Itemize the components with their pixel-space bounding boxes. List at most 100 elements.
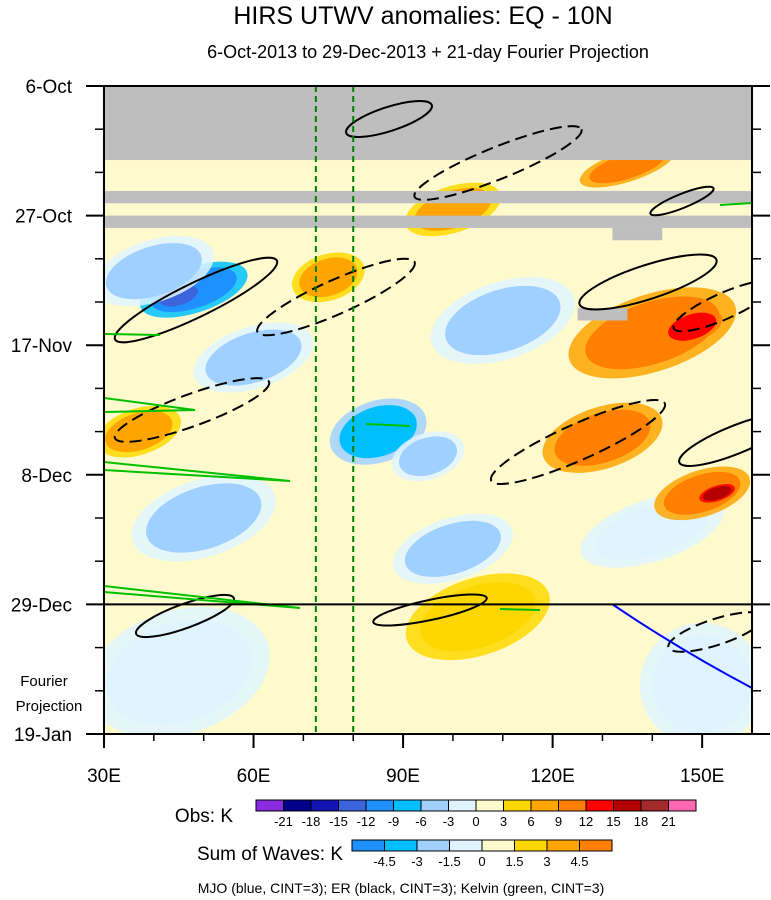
colorbar-tick-label: 6 [527, 814, 534, 829]
colorbar-swatch [338, 799, 367, 812]
anomaly-blob [398, 436, 458, 477]
projection-label: Projection [16, 698, 83, 715]
x-tick-label: 120E [530, 766, 574, 787]
anomaly-blob [339, 405, 417, 459]
colorbar-swatch [503, 799, 532, 812]
kelvin-contour [104, 333, 161, 336]
colorbar-swatch [255, 799, 284, 812]
colorbar-tick-label: 1.5 [505, 854, 523, 869]
colorbar-tick-label: 15 [606, 814, 620, 829]
waves-colorbar: Sum of Waves: K -4.5 -3 -1.5 0 1.5 3 4.5 [197, 839, 613, 869]
kelvin-contour [719, 202, 752, 206]
er-contour [578, 253, 718, 311]
colorbar-swatch [613, 799, 642, 812]
er-contour-negative [672, 279, 752, 333]
fourier-label: Fourier [20, 673, 68, 690]
anomaly-blob [146, 483, 262, 553]
colorbar-tick-label: -18 [302, 814, 321, 829]
x-tick-label: 150E [680, 766, 724, 787]
anomaly-blob [105, 243, 202, 300]
colorbar-tick-label: 3 [543, 854, 550, 869]
er-contour-negative [256, 257, 416, 337]
kelvin-contour [365, 423, 411, 427]
missing-data-region [104, 215, 752, 228]
anomaly-blob [106, 619, 252, 725]
colorbar-swatch [585, 799, 614, 812]
kelvin-contour [499, 608, 541, 611]
colorbar-swatch [530, 799, 559, 812]
anomaly-blob [445, 285, 561, 356]
obs-colorbar: Obs: K -21 -18 -15 -12 -9 -6 -3 0 3 6 9 12 15 18 21 [175, 799, 697, 829]
x-tick-label: 30E [87, 766, 121, 787]
anomaly-blob [299, 257, 358, 298]
colorbar-swatch [449, 839, 483, 852]
er-contour-negative [113, 377, 271, 443]
y-tick-label: 8-Dec [21, 466, 72, 487]
plot-frame [103, 85, 753, 735]
colorbar-tick-label: -12 [357, 814, 376, 829]
colorbar-swatch [351, 839, 385, 852]
missing-data-region [577, 308, 628, 321]
anomaly-blob [702, 485, 732, 501]
obs-colorbar-label: Obs: K [175, 806, 233, 827]
colorbar-swatch [420, 799, 449, 812]
colorbar-tick-label: -15 [329, 814, 348, 829]
er-contour-negative [489, 399, 667, 485]
waves-colorbar-label: Sum of Waves: K [197, 844, 343, 865]
kelvin-contour [104, 397, 196, 413]
colorbar-tick-label: -9 [388, 814, 400, 829]
y-tick-label: 19-Jan [14, 725, 72, 746]
colorbar-tick-label: 0 [472, 814, 479, 829]
er-contour [372, 593, 488, 627]
chart-subtitle: 6-Oct-2013 to 29-Dec-2013 + 21-day Fouri… [207, 42, 649, 62]
colorbar-swatch [475, 799, 504, 812]
colorbar-swatch [558, 799, 587, 812]
chart-title: HIRS UTWV anomalies: EQ - 10N [233, 2, 612, 30]
colorbar-swatch [448, 799, 477, 812]
colorbar-swatch [546, 839, 580, 852]
anomaly-blob [668, 312, 717, 341]
anomaly-blob [652, 635, 752, 734]
colorbar-tick-label: -1.5 [438, 854, 460, 869]
colorbar-swatch [365, 799, 394, 812]
colorbar-swatch [310, 799, 339, 812]
er-contour [649, 185, 715, 217]
colorbar-tick-label: 18 [634, 814, 648, 829]
anomaly-blob [404, 520, 501, 577]
colorbar-swatch [283, 799, 312, 812]
er-contour [678, 413, 752, 467]
anomaly-blob [554, 409, 651, 466]
x-tick-label: 90E [386, 766, 420, 787]
colorbar-tick-label: -21 [274, 814, 293, 829]
colorbar-swatch [393, 799, 422, 812]
kelvin-contour [104, 461, 291, 482]
colorbar-tick-label: -4.5 [373, 854, 395, 869]
y-tick-label: 27-Oct [15, 207, 73, 228]
colorbar-tick-label: -3 [443, 814, 455, 829]
colorbar-swatch [579, 839, 613, 852]
anomaly-blob [420, 582, 536, 652]
colorbar-swatch [514, 839, 548, 852]
colorbar-tick-label: -6 [415, 814, 427, 829]
missing-data-region [612, 227, 663, 241]
kelvin-contour [104, 585, 301, 609]
missing-data-region [104, 190, 752, 204]
colorbar-tick-label: 3 [500, 814, 507, 829]
anomaly-blob [205, 329, 302, 386]
colorbar-tick-label: 0 [478, 854, 485, 869]
colorbar-tick-label: -3 [411, 854, 423, 869]
colorbar-swatch [640, 799, 669, 812]
y-tick-label: 17-Nov [11, 336, 73, 357]
contour-note: MJO (blue, CINT=3); ER (black, CINT=3); … [198, 880, 605, 896]
missing-data-region [104, 86, 752, 161]
er-contour [345, 100, 433, 138]
colorbar-swatch [384, 839, 418, 852]
mjo-contour [611, 603, 752, 689]
colorbar-tick-label: 12 [579, 814, 593, 829]
colorbar-tick-label: 21 [661, 814, 675, 829]
y-tick-label: 29-Dec [11, 595, 72, 616]
colorbar-swatch [668, 799, 697, 812]
colorbar-swatch [416, 839, 450, 852]
colorbar-tick-label: 9 [555, 814, 562, 829]
